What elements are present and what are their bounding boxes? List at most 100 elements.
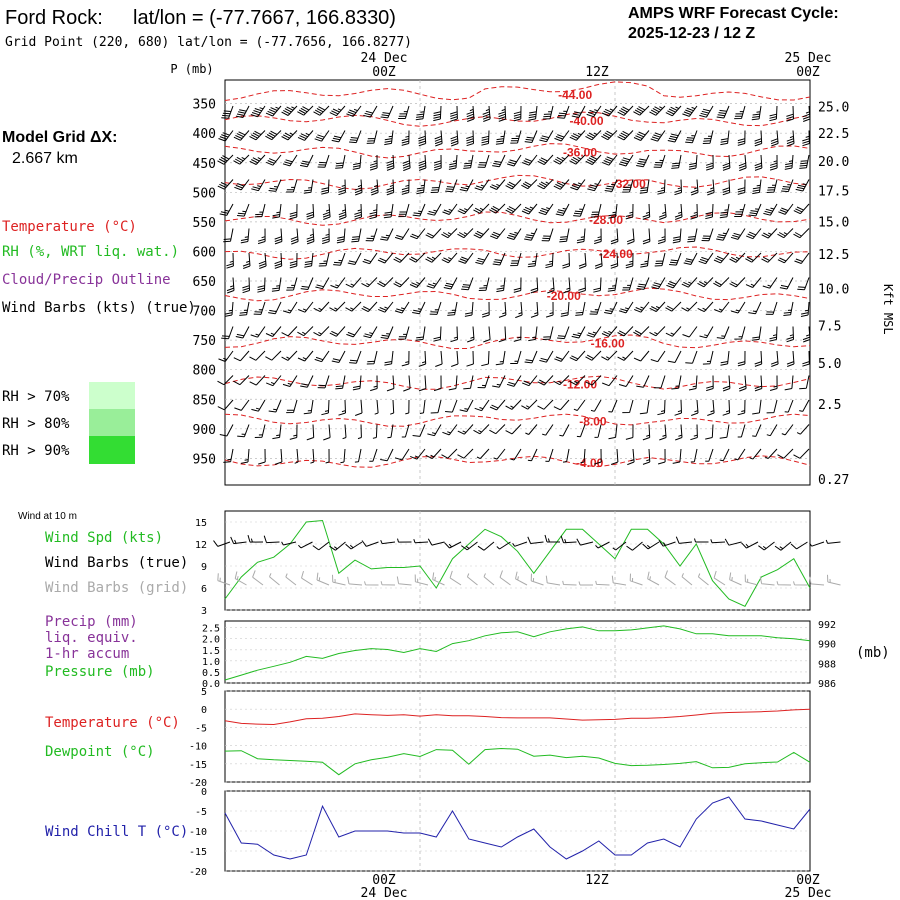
chill-tick-label: 0 bbox=[201, 787, 207, 798]
grid-wind-barb bbox=[578, 581, 593, 586]
wind-barb bbox=[802, 326, 811, 343]
cross-section-axes: 350 400 450 500 550 600 650 700 750 800 850 900 950 2… bbox=[193, 98, 850, 488]
station-title: Ford Rock: bbox=[5, 7, 103, 29]
grid-wind-barb bbox=[347, 576, 363, 586]
wind-barb bbox=[234, 399, 250, 411]
wind-barb bbox=[266, 154, 282, 166]
grid-wind-barb bbox=[380, 581, 396, 586]
isotherm-line bbox=[224, 375, 811, 390]
wind-barb bbox=[802, 130, 810, 147]
wind-barb bbox=[338, 203, 347, 220]
wind-barb bbox=[665, 326, 682, 337]
grid-wind-barb bbox=[499, 570, 511, 586]
wind-barb bbox=[770, 130, 779, 147]
wind-barb bbox=[716, 326, 730, 339]
grid-wind-barb bbox=[432, 572, 445, 586]
wind-barb bbox=[362, 252, 378, 265]
wind-barb bbox=[304, 252, 314, 268]
wind-barb bbox=[254, 424, 266, 438]
wind-barb bbox=[498, 105, 507, 122]
wind-barb bbox=[640, 252, 650, 268]
pressure-axis-label: P (mb) bbox=[170, 62, 213, 76]
wind-barb bbox=[786, 105, 794, 122]
wind-barb bbox=[754, 130, 763, 147]
wind-barb bbox=[415, 326, 426, 341]
wind-barb bbox=[610, 252, 619, 269]
wind-barb bbox=[365, 228, 378, 242]
wind-barb bbox=[587, 179, 602, 192]
cross-section-gridlines bbox=[225, 80, 810, 485]
wind-barb bbox=[240, 228, 250, 244]
wind-barb bbox=[754, 350, 763, 367]
temp-tick-label: 0 bbox=[201, 705, 207, 716]
wind-barb bbox=[257, 277, 266, 293]
grid-wind-barb bbox=[664, 570, 676, 586]
wind-barb bbox=[235, 105, 250, 118]
wind-barb bbox=[766, 424, 778, 437]
wind-barb bbox=[416, 179, 426, 195]
surface-wind-barb bbox=[675, 536, 693, 544]
wind-barb bbox=[642, 424, 651, 441]
wind-tick-label: 9 bbox=[201, 562, 207, 573]
wind-barb bbox=[354, 448, 362, 463]
kft-tick-label: 7.5 bbox=[818, 319, 841, 334]
wind-barb bbox=[237, 424, 250, 438]
grid-wind-barb bbox=[809, 576, 825, 586]
wind-barb bbox=[607, 277, 618, 292]
wind-barb bbox=[317, 375, 330, 389]
wind-barb bbox=[336, 228, 346, 244]
wind-barb bbox=[537, 154, 554, 166]
wind-barb bbox=[459, 399, 474, 412]
precip-tick-label: 0.0 bbox=[202, 679, 220, 690]
wind10m-title: Wind at 10 m bbox=[18, 511, 77, 522]
wind-barb bbox=[427, 203, 442, 216]
wind-barb bbox=[527, 448, 538, 462]
wind-barb bbox=[393, 252, 410, 263]
wind-barb bbox=[626, 228, 635, 245]
kft-tick-label: 2.5 bbox=[818, 398, 841, 413]
grid-point: Grid Point (220, 680) lat/lon = (-77.765… bbox=[5, 35, 412, 50]
wind-barb bbox=[330, 277, 346, 289]
wind-barb bbox=[649, 105, 666, 116]
wind-barb bbox=[555, 203, 570, 216]
temp-tick-label: -15 bbox=[189, 760, 207, 771]
pressure-tick-label: 450 bbox=[193, 157, 216, 172]
wind-barb bbox=[701, 228, 714, 242]
pressure-tick-label: 400 bbox=[193, 127, 216, 142]
wind-barb bbox=[370, 375, 378, 392]
wind-barb bbox=[506, 375, 522, 387]
wind-barb bbox=[575, 301, 586, 316]
isotherm-line bbox=[224, 413, 811, 427]
wind-barb bbox=[286, 277, 298, 291]
pressure-tick-label: 850 bbox=[193, 393, 216, 408]
wind-barb bbox=[223, 448, 234, 463]
wind-barb bbox=[433, 375, 442, 392]
wind-barb bbox=[553, 154, 570, 165]
wind-barb bbox=[290, 228, 299, 245]
dewpoint-label: Dewpoint (°C) bbox=[45, 744, 155, 760]
wind-barb bbox=[617, 350, 634, 361]
wind-barb bbox=[650, 130, 666, 142]
wind-barb bbox=[274, 448, 283, 465]
wind-barb bbox=[451, 350, 459, 367]
surface-wind-barb bbox=[397, 538, 412, 543]
wind-barb bbox=[418, 350, 427, 367]
isotherm-label: -16.00 bbox=[591, 337, 625, 351]
wind-barb bbox=[457, 203, 474, 215]
wind-barb bbox=[251, 179, 266, 192]
temp-tick-label: -10 bbox=[189, 742, 207, 753]
rh80-label: RH > 80% bbox=[2, 416, 70, 432]
grid-wind-barb bbox=[285, 573, 297, 586]
wind-barb bbox=[642, 448, 651, 465]
wind-barb bbox=[361, 277, 378, 288]
wind-barb bbox=[699, 326, 714, 339]
grid-wind-barb bbox=[759, 576, 775, 586]
wind-barb bbox=[706, 375, 714, 392]
pressure-tick-label: 550 bbox=[193, 216, 216, 231]
grid-wind-barb bbox=[316, 572, 330, 586]
wind-barb bbox=[784, 375, 794, 391]
wind-barb bbox=[274, 252, 283, 269]
wind-barb bbox=[578, 277, 586, 294]
chill-tick-label: -10 bbox=[189, 827, 207, 838]
wind-barb bbox=[489, 424, 506, 435]
